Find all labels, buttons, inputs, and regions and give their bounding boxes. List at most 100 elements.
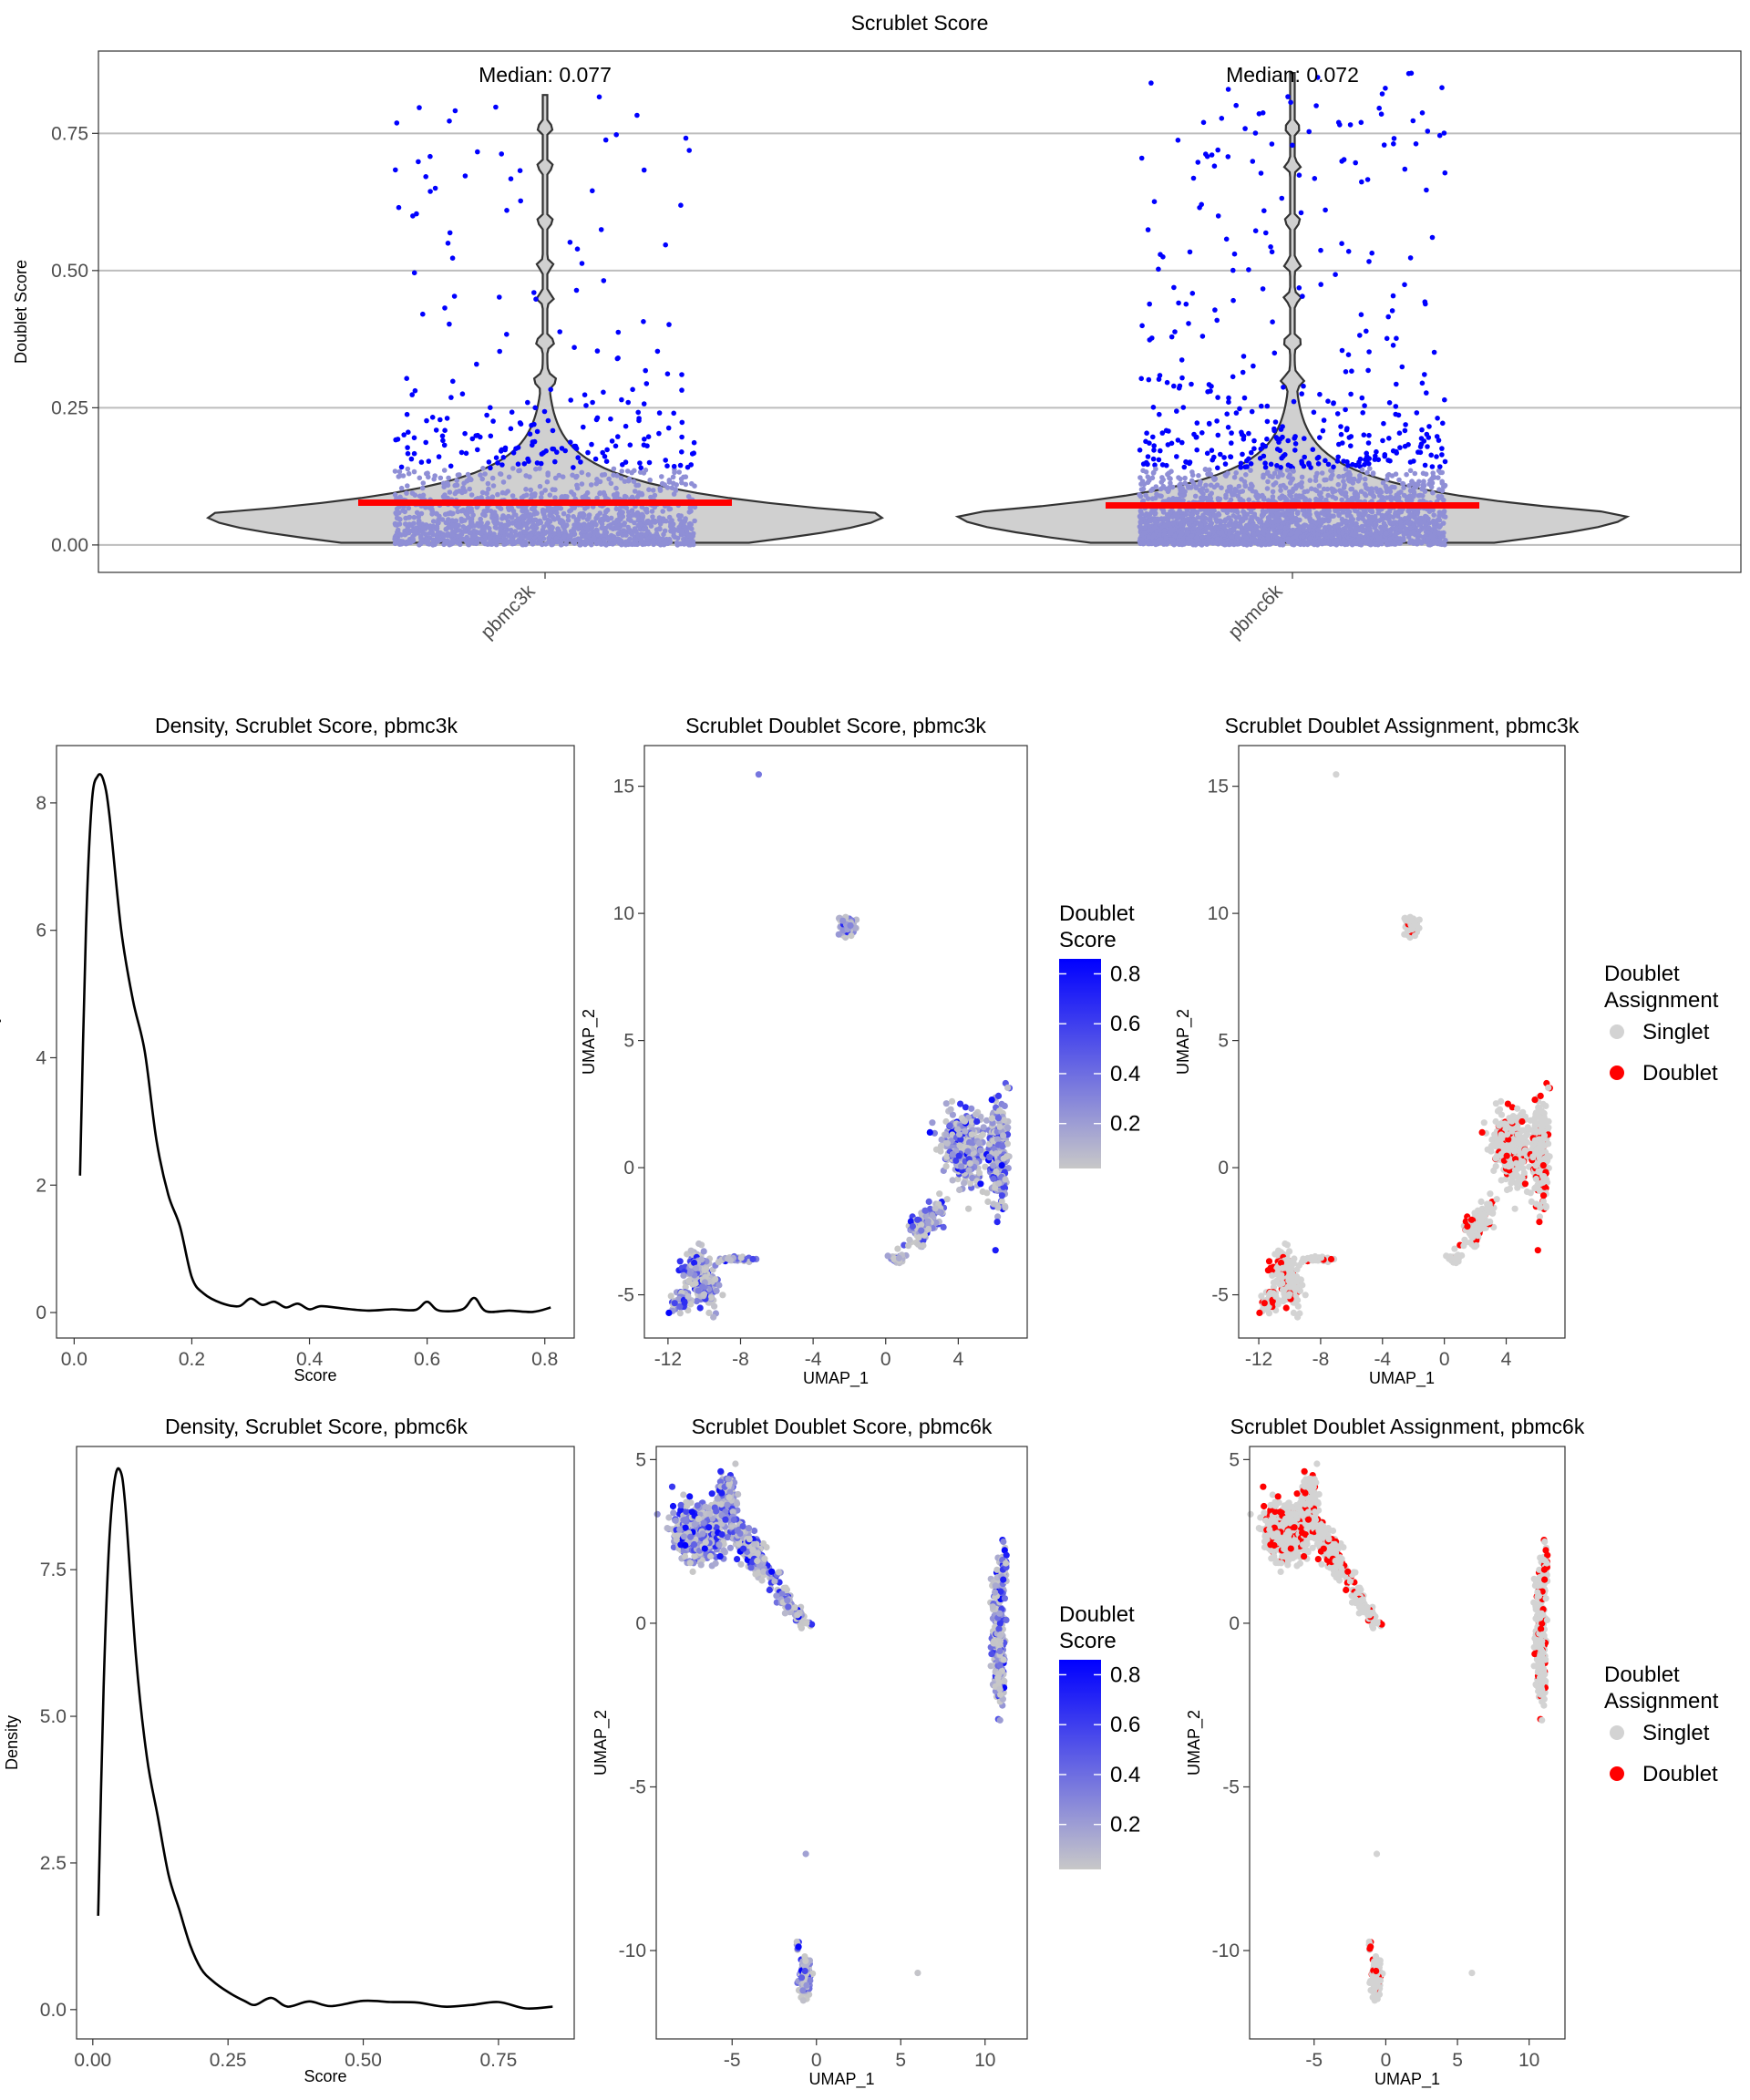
data-point <box>1333 537 1340 543</box>
data-point <box>1425 444 1430 449</box>
data-point <box>1422 462 1428 468</box>
data-point <box>1184 530 1190 536</box>
data-point <box>1366 259 1372 264</box>
data-point <box>554 449 560 455</box>
data-point <box>414 510 420 516</box>
data-point <box>529 506 535 512</box>
data-point <box>1199 486 1206 491</box>
data-point <box>1385 458 1391 463</box>
data-point <box>1364 177 1371 182</box>
data-point <box>1163 427 1169 434</box>
data-point <box>479 476 485 482</box>
data-point <box>1312 487 1318 492</box>
data-point <box>501 541 507 547</box>
data-point <box>1441 513 1446 520</box>
data-point <box>1370 492 1376 499</box>
data-point <box>1282 530 1288 536</box>
data-point <box>1211 163 1218 169</box>
data-point <box>943 1139 951 1147</box>
data-point <box>1251 438 1257 444</box>
data-point <box>1145 461 1150 468</box>
data-point <box>656 410 663 416</box>
data-point <box>1428 452 1434 458</box>
data-point <box>1396 477 1402 483</box>
data-point <box>404 411 410 417</box>
data-point <box>493 525 499 530</box>
data-point <box>537 483 543 489</box>
data-point <box>565 517 571 523</box>
data-point <box>488 465 493 471</box>
data-point <box>1212 307 1218 313</box>
data-point <box>527 431 533 438</box>
data-point <box>468 477 474 482</box>
data-point <box>535 520 541 527</box>
data-point <box>1271 470 1278 477</box>
data-point <box>1168 537 1175 542</box>
data-point <box>1194 420 1200 426</box>
data-point <box>1343 490 1349 496</box>
data-point <box>416 514 422 520</box>
data-point <box>451 293 458 299</box>
data-point <box>686 533 693 539</box>
data-point <box>1340 440 1345 446</box>
data-point <box>490 483 497 489</box>
data-point <box>430 542 436 548</box>
data-point <box>406 470 412 477</box>
data-point <box>1343 427 1350 433</box>
data-point <box>956 1142 963 1149</box>
data-point <box>616 526 622 531</box>
data-point <box>942 1100 950 1107</box>
data-point <box>433 427 439 433</box>
data-point <box>1264 522 1270 528</box>
data-point <box>1246 497 1251 503</box>
data-point <box>521 461 528 467</box>
data-point <box>409 490 416 496</box>
data-point <box>1426 424 1432 429</box>
data-point <box>1214 317 1220 324</box>
data-point <box>1402 443 1408 449</box>
data-point <box>1001 1102 1008 1109</box>
data-point <box>1413 141 1419 147</box>
data-point <box>602 137 609 143</box>
data-point <box>1335 119 1342 126</box>
data-point <box>643 507 648 513</box>
data-point <box>1390 293 1396 299</box>
data-point <box>1317 391 1323 397</box>
data-point <box>1281 453 1286 459</box>
data-point <box>1204 525 1210 531</box>
data-point <box>418 459 425 465</box>
data-point <box>641 527 646 532</box>
data-point <box>1269 141 1275 147</box>
data-point <box>541 408 548 415</box>
data-point <box>962 1127 969 1135</box>
data-point <box>585 532 592 539</box>
data-point <box>1321 486 1327 492</box>
data-point <box>642 437 647 442</box>
data-point <box>1262 443 1268 449</box>
data-point <box>1339 347 1345 354</box>
data-point <box>406 505 412 511</box>
data-point <box>1237 406 1242 412</box>
data-point <box>545 472 551 478</box>
data-point <box>1171 520 1177 526</box>
data-point <box>1165 512 1171 519</box>
data-point <box>925 1198 932 1205</box>
data-point <box>1181 464 1188 470</box>
data-point <box>590 188 595 194</box>
y-tick-label: 8 <box>36 793 46 814</box>
data-point <box>1260 110 1266 116</box>
data-point <box>1137 513 1143 520</box>
data-point <box>1437 464 1443 469</box>
data-point <box>637 469 643 475</box>
data-point <box>1151 539 1157 545</box>
data-point <box>643 531 649 538</box>
data-point <box>484 490 489 496</box>
data-point <box>441 442 448 448</box>
data-point <box>503 490 509 496</box>
data-point <box>589 527 594 533</box>
data-point <box>448 463 454 469</box>
data-point <box>686 148 692 153</box>
data-point <box>425 540 431 547</box>
data-point <box>988 1115 995 1122</box>
data-point <box>1429 464 1436 469</box>
